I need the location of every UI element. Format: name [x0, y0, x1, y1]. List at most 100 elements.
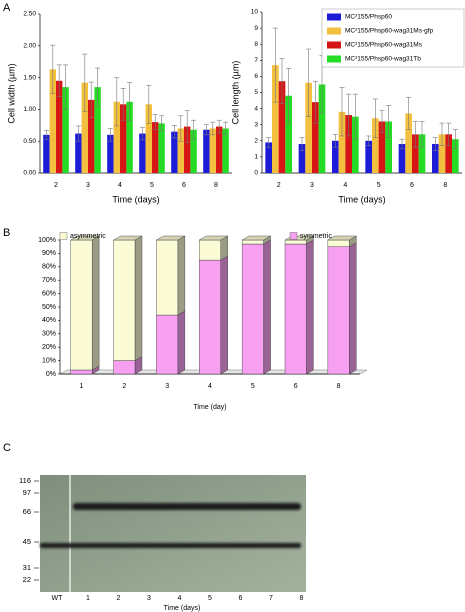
bar — [222, 128, 229, 173]
y-tick-label: 0 — [254, 170, 258, 177]
error-bar — [332, 134, 338, 148]
x-tick-label: 2 — [54, 182, 58, 189]
legend-swatch — [327, 41, 341, 49]
y-tick-label: 2.00 — [23, 43, 36, 50]
legend-label: asymmetric — [70, 233, 106, 240]
error-bar — [88, 81, 94, 118]
bar — [43, 134, 50, 173]
bar — [345, 115, 352, 173]
y-tick-label: 40% — [42, 317, 56, 324]
lane-label: 1 — [86, 595, 90, 602]
bar — [49, 69, 56, 173]
bar — [203, 129, 210, 173]
bar-side — [349, 242, 357, 375]
error-bar — [139, 126, 145, 141]
bar-top — [69, 235, 100, 241]
bar — [352, 116, 359, 173]
bar — [418, 134, 426, 173]
bar-top — [112, 235, 143, 241]
error-bar — [312, 80, 318, 124]
y-tick-label: 1 — [254, 154, 258, 161]
error-bar — [223, 121, 229, 136]
bar-segment — [70, 369, 93, 375]
bar — [145, 104, 152, 173]
y-tick-label: 80% — [42, 264, 56, 271]
legend-label: symmetric — [300, 233, 332, 240]
y-tick-label: 1.50 — [23, 74, 36, 81]
lane-label: 2 — [117, 595, 121, 602]
bar-side — [306, 239, 314, 375]
bar-top — [198, 235, 229, 241]
y-tick-label: 4 — [254, 105, 258, 112]
y-tick-label: 50% — [42, 304, 56, 311]
x-tick-label: 5 — [377, 182, 381, 189]
lane-label: 7 — [269, 595, 273, 602]
bar-segment — [199, 259, 221, 375]
x-tick-label: 4 — [118, 182, 122, 189]
lane-label: 3 — [147, 595, 151, 602]
blot-xlabel: Time (days) — [164, 605, 201, 612]
error-bar — [432, 137, 438, 151]
bar — [62, 87, 69, 173]
x-tick-label: 5 — [251, 383, 255, 390]
lane-label: 8 — [300, 595, 304, 602]
y-tick-label: 1.00 — [23, 106, 36, 113]
bar — [56, 80, 63, 173]
y-tick-label: 2 — [254, 138, 258, 145]
y-axis-label: Cell length (µm) — [230, 61, 240, 125]
y-tick-label: 20% — [42, 344, 56, 351]
bar — [405, 113, 412, 173]
error-bar — [95, 67, 101, 107]
bar — [265, 142, 272, 173]
error-bar — [120, 88, 126, 121]
y-tick-label: 0% — [46, 371, 56, 378]
error-bar — [82, 53, 88, 112]
error-bar — [352, 93, 358, 140]
x-tick-label: 6 — [294, 383, 298, 390]
lane-label: 4 — [178, 595, 182, 602]
error-bar — [386, 105, 392, 138]
bar — [216, 126, 223, 173]
bar — [152, 122, 159, 173]
y-tick-label: 5 — [254, 89, 258, 96]
marker-label: 31 — [23, 563, 31, 572]
legend-label: MC²155/Phsp60 — [345, 14, 392, 21]
x-tick-label: 2 — [277, 182, 281, 189]
error-bar — [56, 64, 62, 97]
bar-top — [327, 235, 358, 241]
x-tick-label: 6 — [182, 182, 186, 189]
x-tick-label: 4 — [343, 182, 347, 189]
bar — [190, 129, 197, 173]
bar-side — [220, 255, 228, 375]
error-bar — [399, 138, 405, 150]
error-bar — [286, 68, 292, 124]
error-bar — [379, 109, 385, 134]
error-bar — [306, 48, 312, 117]
error-bar — [43, 130, 49, 140]
y-tick-label: 0.50 — [23, 138, 36, 145]
y-tick-label: 3 — [254, 121, 258, 128]
bar — [171, 131, 178, 173]
bar — [158, 123, 165, 173]
bar-segment — [113, 239, 136, 361]
y-tick-label: 10 — [251, 9, 259, 16]
x-tick-label: 3 — [165, 383, 169, 390]
bar-segment — [70, 239, 93, 371]
bar — [113, 101, 120, 173]
error-bar — [339, 87, 345, 137]
blot-bands — [40, 503, 301, 548]
error-bar — [152, 114, 158, 131]
bar — [398, 144, 406, 173]
bar-segment — [199, 239, 221, 261]
bar-segment — [327, 239, 350, 247]
error-bar — [210, 121, 216, 136]
bar — [278, 81, 286, 173]
y-tick-label: 7 — [254, 57, 258, 64]
panel-label: A — [3, 2, 11, 14]
x-axis-label: Time (day) — [193, 404, 226, 411]
bar — [177, 128, 184, 173]
bar — [412, 134, 419, 173]
bar — [139, 133, 146, 173]
y-axis-label: Cell width (µm) — [6, 63, 16, 123]
bar — [94, 87, 101, 173]
